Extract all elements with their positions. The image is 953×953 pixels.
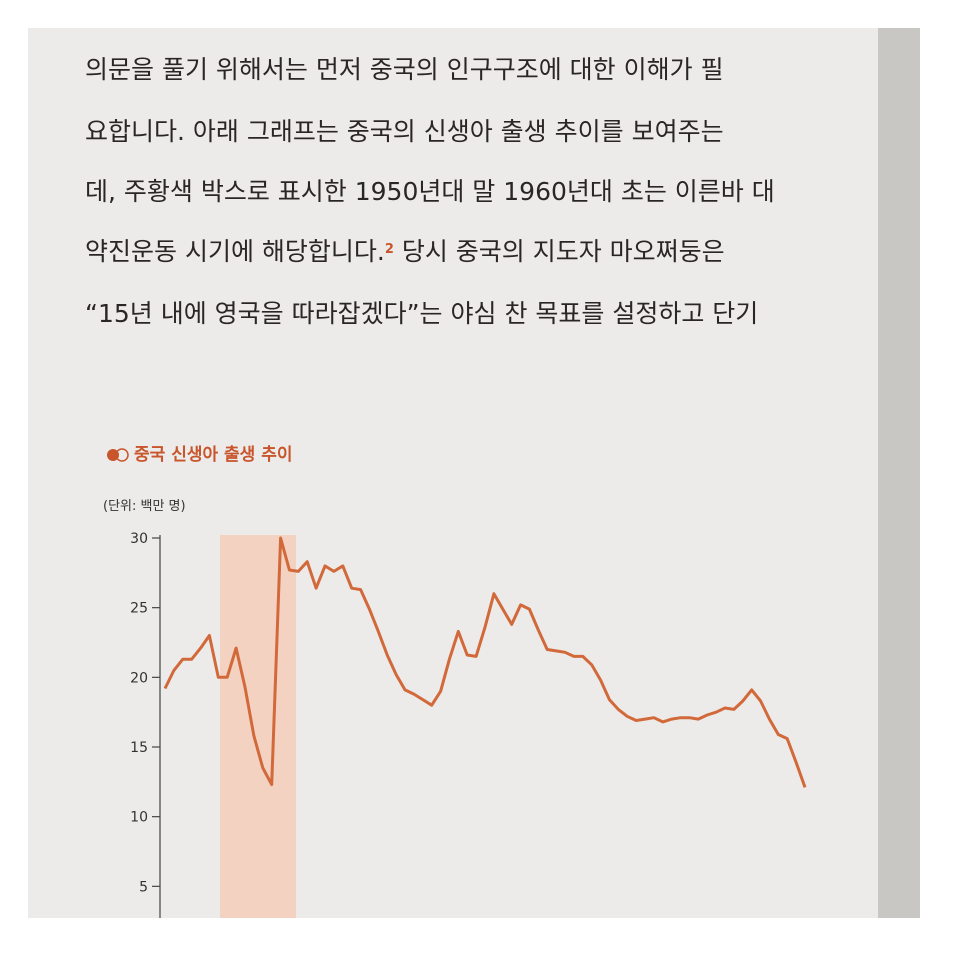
text-span: “15년 내에 영국을 따라잡겠다”는 야심 찬 목표를 설정하고 단기 [85, 299, 758, 328]
title-icon [115, 448, 129, 462]
paragraph-line: 요합니다. 아래 그래프는 중국의 신생아 출생 추이를 보여주는 [85, 117, 724, 146]
page-edge [878, 28, 920, 918]
y-tick-label: 20 [130, 670, 148, 686]
text-span: 약진운동 시기에 해당합니다. [85, 237, 385, 266]
y-tick-label: 15 [130, 740, 148, 756]
paragraph-line: 의문을 풀기 위해서는 먼저 중국의 인구구조에 대한 이해가 필 [85, 55, 724, 84]
y-tick-label: 30 [130, 531, 148, 547]
unit-label: (단위: 백만 명) [103, 499, 186, 514]
book-page: 중국 신생아 출생 추이 (단위: 백만 명) 의문을 풀기 위해서는 먼저 중… [28, 28, 920, 918]
y-tick-label: 10 [130, 810, 148, 826]
text-span: 당시 중국의 지도자 마오쩌둥은 [394, 237, 725, 266]
data-line [163, 536, 807, 788]
text-span: 요합니다. 아래 그래프는 중국의 신생아 출생 추이를 보여주는 [85, 117, 724, 146]
page-bg [28, 28, 920, 918]
text-span: 의문을 풀기 위해서는 먼저 중국의 인구구조에 대한 이해가 필 [85, 55, 724, 84]
footnote-ref: 2 [385, 242, 394, 257]
y-tick-label: 5 [139, 879, 148, 895]
chart-title: 중국 신생아 출생 추이 [134, 445, 293, 465]
paragraph-line: 약진운동 시기에 해당합니다.2 당시 중국의 지도자 마오쩌둥은 [85, 237, 725, 266]
paragraph-line: “15년 내에 영국을 따라잡겠다”는 야심 찬 목표를 설정하고 단기 [85, 299, 758, 328]
text-span: 데, 주황색 박스로 표시한 1950년대 말 1960년대 초는 이른바 대 [85, 177, 775, 206]
paragraph-line: 데, 주황색 박스로 표시한 1950년대 말 1960년대 초는 이른바 대 [85, 177, 775, 206]
y-tick-label: 25 [130, 601, 148, 617]
highlight-box [220, 535, 296, 918]
